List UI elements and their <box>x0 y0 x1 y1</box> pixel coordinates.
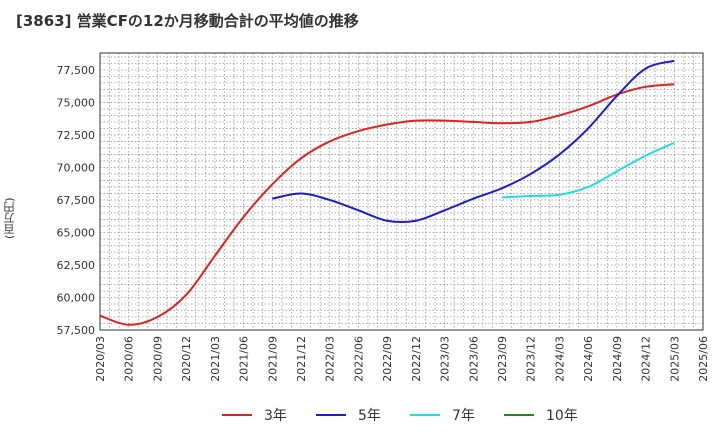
series-line-1 <box>272 59 675 224</box>
x-tick-label: 2025/06 <box>697 336 710 382</box>
legend-swatch <box>504 414 534 416</box>
legend-item: 3年 <box>222 400 287 430</box>
x-tick-label: 2020/09 <box>151 336 164 382</box>
legend-swatch <box>316 414 346 416</box>
y-tick-label: 67,500 <box>57 194 96 207</box>
legend-label: 7年 <box>452 408 475 424</box>
x-tick-labels: 2020/03 2020/06 2020/09 2020/12 2021/03 2021/… <box>94 336 710 382</box>
legend-label: 3年 <box>264 408 287 424</box>
legend-swatch <box>410 414 440 416</box>
legend: 3年 5年 7年 10年 <box>0 400 720 430</box>
series-line-0 <box>99 83 675 326</box>
x-tick-label: 2022/06 <box>352 336 365 382</box>
legend-label: 5年 <box>358 408 381 424</box>
x-tick-label: 2023/09 <box>496 336 509 382</box>
x-tick-label: 2023/03 <box>439 336 452 382</box>
series-lines <box>99 59 675 326</box>
x-tick-label: 2023/06 <box>467 336 480 382</box>
y-tick-label: 70,000 <box>57 161 96 174</box>
x-tick-label: 2022/03 <box>324 336 337 382</box>
x-tick-label: 2020/06 <box>123 336 136 382</box>
y-tick-label: 60,000 <box>57 291 96 304</box>
x-tick-label: 2022/09 <box>381 336 394 382</box>
x-tick-label: 2021/12 <box>295 336 308 382</box>
y-tick-label: 65,000 <box>57 226 96 239</box>
x-tick-label: 2024/03 <box>553 336 566 382</box>
x-tick-label: 2020/03 <box>94 336 107 382</box>
legend-swatch <box>222 414 252 416</box>
x-tick-label: 2024/06 <box>582 336 595 382</box>
x-tick-label: 2023/12 <box>525 336 538 382</box>
x-tick-label: 2020/12 <box>180 336 193 382</box>
y-tick-label: 62,500 <box>57 259 96 272</box>
legend-item: 7年 <box>410 400 475 430</box>
x-tick-label: 2025/03 <box>668 336 681 382</box>
legend-item: 5年 <box>316 400 381 430</box>
series-line-2 <box>501 141 675 199</box>
x-tick-label: 2022/12 <box>410 336 423 382</box>
x-tick-label: 2021/09 <box>266 336 279 382</box>
x-tick-label: 2024/12 <box>640 336 653 382</box>
y-tick-labels: 57,500 60,000 62,500 65,000 67,500 70,000 72,5… <box>57 64 96 337</box>
legend-label: 10年 <box>546 408 578 424</box>
y-tick-label: 57,500 <box>57 324 96 337</box>
x-tick-label: 2024/09 <box>611 336 624 382</box>
x-tick-label: 2021/06 <box>238 336 251 382</box>
chart-title: [3863] 営業CFの12か月移動合計の平均値の推移 <box>16 12 359 30</box>
y-tick-label: 75,000 <box>57 96 96 109</box>
y-tick-label: 72,500 <box>57 129 96 142</box>
legend-item: 10年 <box>504 400 578 430</box>
y-tick-label: 77,500 <box>57 64 96 77</box>
plot-frame <box>99 52 704 331</box>
x-tick-label: 2021/03 <box>209 336 222 382</box>
